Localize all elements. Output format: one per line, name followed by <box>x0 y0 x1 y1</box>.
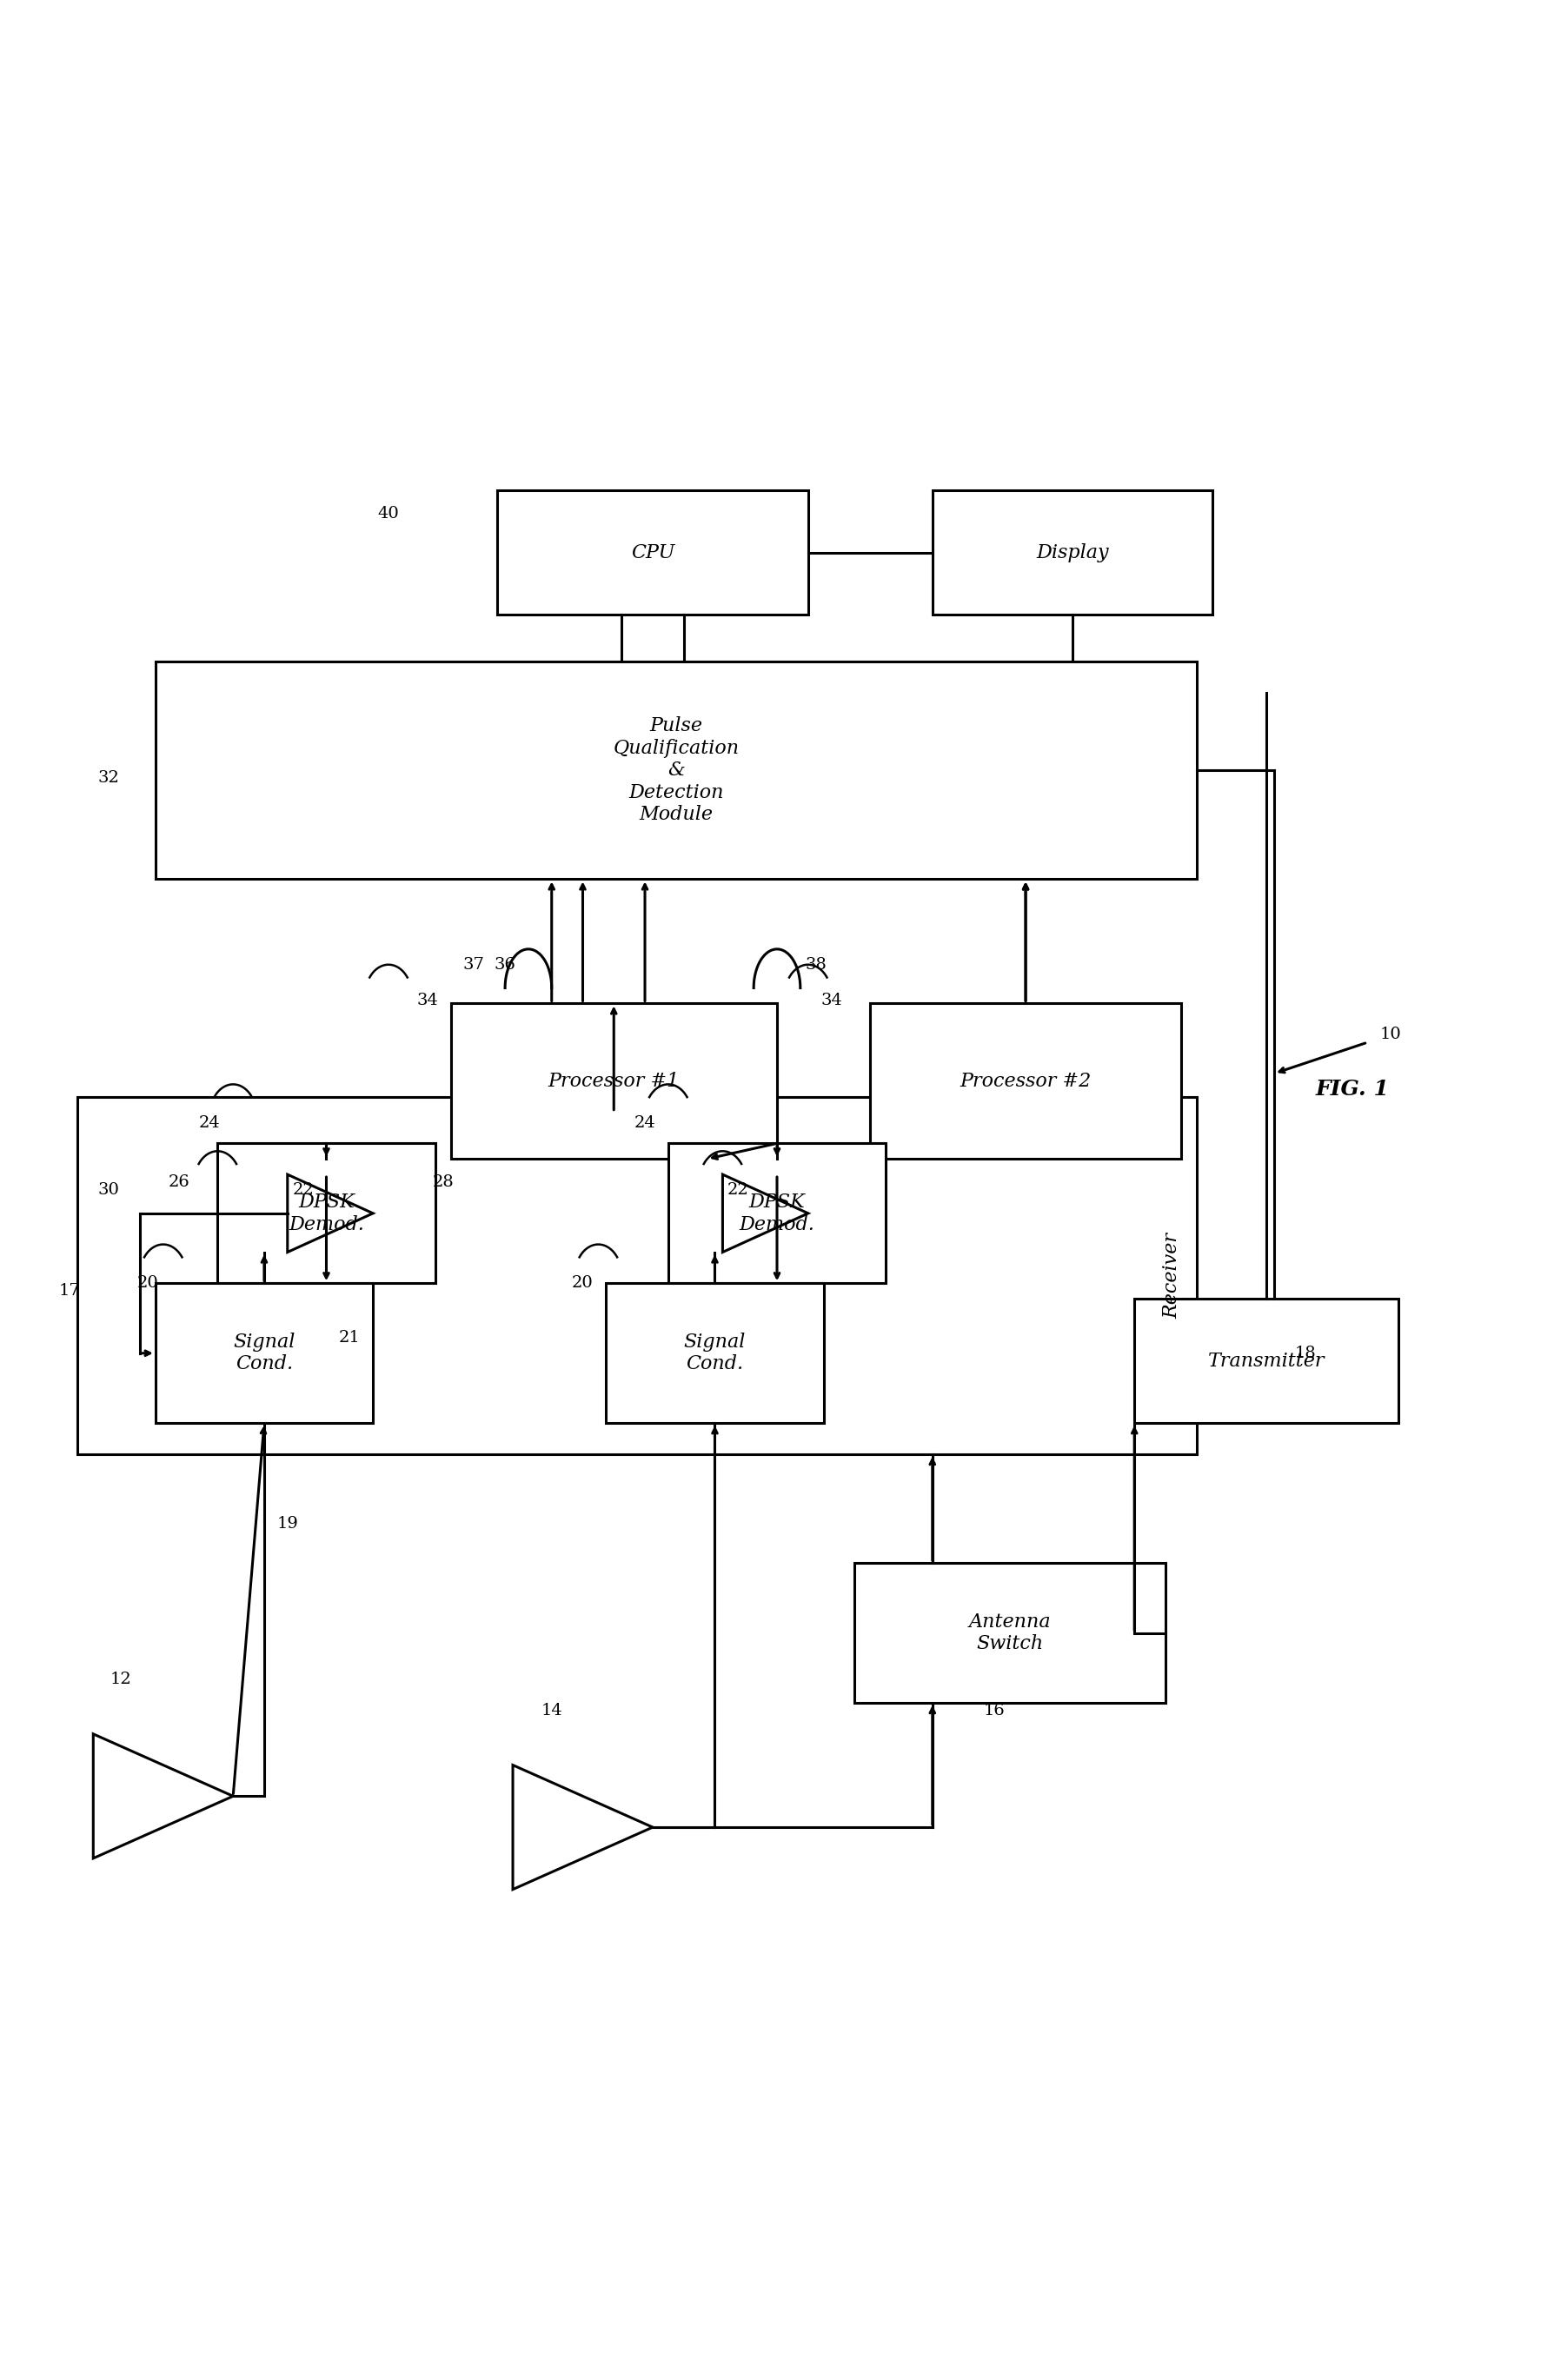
Text: 30: 30 <box>98 1183 120 1197</box>
Text: 24: 24 <box>199 1116 221 1130</box>
Text: DPSK
Demod.: DPSK Demod. <box>289 1192 364 1233</box>
Text: 28: 28 <box>432 1173 454 1190</box>
FancyBboxPatch shape <box>497 490 808 614</box>
Text: 40: 40 <box>378 507 399 521</box>
FancyBboxPatch shape <box>668 1142 886 1283</box>
Text: 34: 34 <box>416 992 438 1009</box>
Text: 32: 32 <box>98 771 120 785</box>
Text: 20: 20 <box>572 1276 594 1290</box>
Text: 36: 36 <box>494 957 516 973</box>
Text: Processor #2: Processor #2 <box>960 1071 1091 1090</box>
Text: Transmitter: Transmitter <box>1207 1352 1326 1371</box>
Text: 20: 20 <box>137 1276 159 1290</box>
Text: Pulse
Qualification
&
Detection
Module: Pulse Qualification & Detection Module <box>612 716 740 823</box>
Text: Processor #1: Processor #1 <box>549 1071 679 1090</box>
Text: Receiver: Receiver <box>1162 1233 1181 1319</box>
Text: Antenna
Switch: Antenna Switch <box>970 1611 1051 1654</box>
Text: 22: 22 <box>727 1183 749 1197</box>
Text: FIG. 1: FIG. 1 <box>1315 1078 1389 1100</box>
Text: Signal
Cond.: Signal Cond. <box>684 1333 746 1373</box>
FancyBboxPatch shape <box>1134 1299 1399 1423</box>
FancyBboxPatch shape <box>870 1004 1181 1159</box>
Text: 26: 26 <box>168 1173 190 1190</box>
Text: Display: Display <box>1037 543 1108 562</box>
FancyBboxPatch shape <box>155 1283 373 1423</box>
Text: 34: 34 <box>821 992 842 1009</box>
Text: 14: 14 <box>541 1702 563 1718</box>
Text: Signal
Cond.: Signal Cond. <box>233 1333 295 1373</box>
Text: 22: 22 <box>292 1183 314 1197</box>
Text: 10: 10 <box>1380 1026 1402 1042</box>
Text: DPSK
Demod.: DPSK Demod. <box>740 1192 814 1233</box>
Text: 24: 24 <box>634 1116 656 1130</box>
FancyBboxPatch shape <box>78 1097 1197 1454</box>
Text: CPU: CPU <box>631 543 674 562</box>
Text: 19: 19 <box>277 1516 298 1533</box>
Text: 17: 17 <box>59 1283 81 1299</box>
Text: 12: 12 <box>110 1671 132 1687</box>
Text: 37: 37 <box>463 957 485 973</box>
FancyBboxPatch shape <box>218 1142 435 1283</box>
FancyBboxPatch shape <box>451 1004 777 1159</box>
Text: 21: 21 <box>339 1330 361 1345</box>
FancyBboxPatch shape <box>606 1283 824 1423</box>
Text: 18: 18 <box>1294 1345 1316 1361</box>
FancyBboxPatch shape <box>155 662 1197 878</box>
FancyBboxPatch shape <box>932 490 1212 614</box>
Text: 38: 38 <box>805 957 827 973</box>
Text: 16: 16 <box>984 1702 1005 1718</box>
FancyBboxPatch shape <box>855 1564 1166 1704</box>
